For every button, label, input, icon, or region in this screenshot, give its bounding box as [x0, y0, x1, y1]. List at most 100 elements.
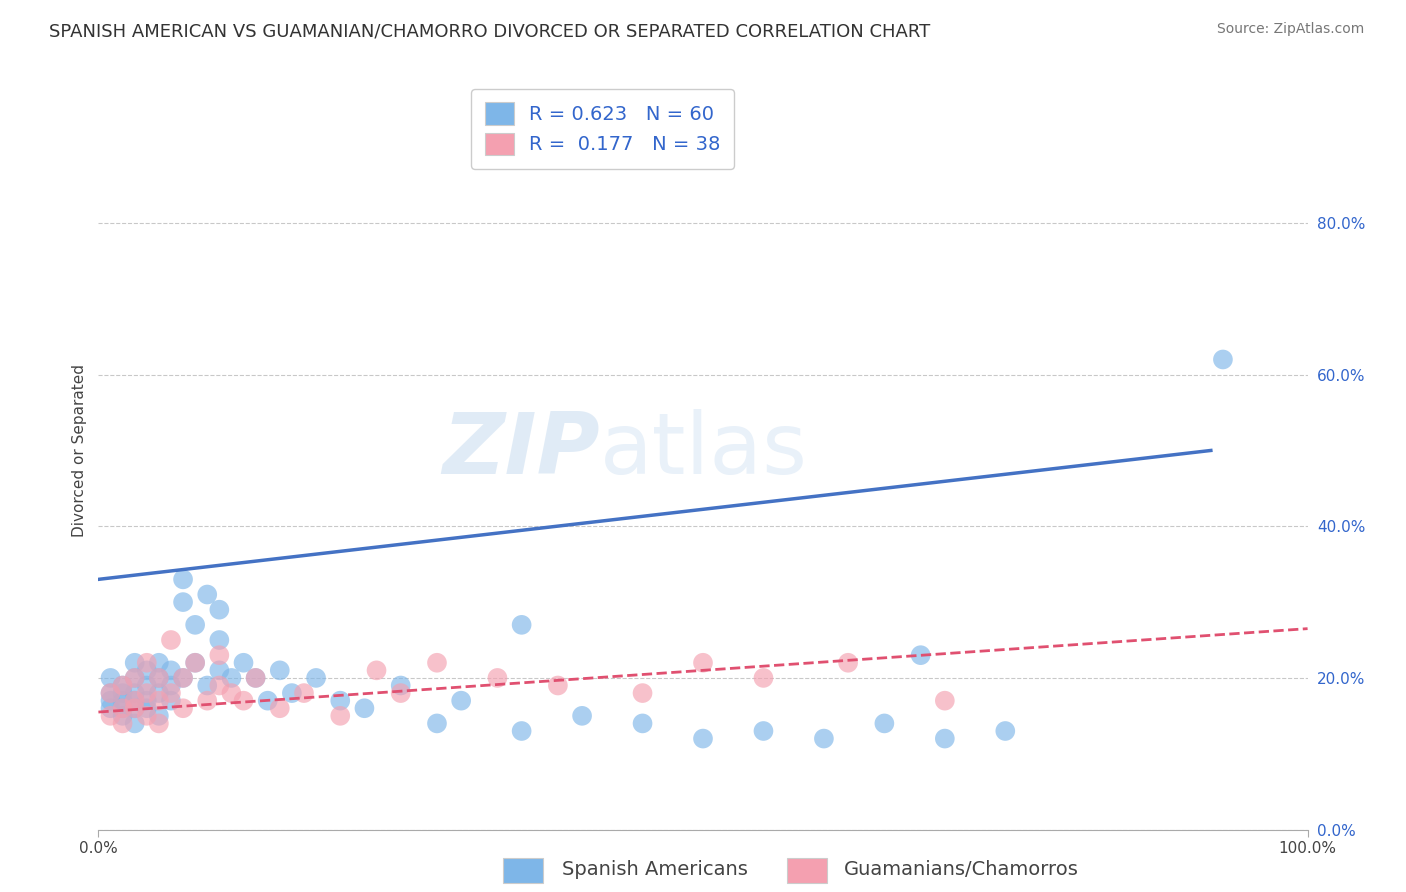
Point — [281, 686, 304, 700]
Point — [100, 686, 122, 700]
Point — [232, 656, 254, 670]
Point — [195, 678, 218, 692]
Point — [329, 708, 352, 723]
Point — [135, 656, 157, 670]
Point — [160, 633, 183, 648]
Point — [232, 694, 254, 708]
Point — [389, 686, 412, 700]
Point — [100, 708, 122, 723]
Point — [450, 694, 472, 708]
Point — [329, 694, 352, 708]
Text: Guamanians/Chamorros: Guamanians/Chamorros — [844, 860, 1078, 880]
Point — [208, 678, 231, 692]
Point — [813, 731, 835, 746]
Text: SPANISH AMERICAN VS GUAMANIAN/CHAMORRO DIVORCED OR SEPARATED CORRELATION CHART: SPANISH AMERICAN VS GUAMANIAN/CHAMORRO D… — [49, 22, 931, 40]
Point — [111, 678, 134, 692]
Point — [1212, 352, 1234, 367]
Point — [160, 694, 183, 708]
Text: Spanish Americans: Spanish Americans — [562, 860, 748, 880]
Point — [124, 716, 146, 731]
Point — [100, 701, 122, 715]
Point — [837, 656, 859, 670]
Point — [195, 694, 218, 708]
Point — [256, 694, 278, 708]
Point — [111, 716, 134, 731]
Point — [135, 701, 157, 715]
Point — [184, 656, 207, 670]
Point — [148, 694, 170, 708]
Point — [124, 671, 146, 685]
Point — [111, 701, 134, 715]
Point — [135, 664, 157, 678]
Point — [172, 671, 194, 685]
Point — [184, 617, 207, 632]
Text: ZIP: ZIP — [443, 409, 600, 492]
Point — [692, 731, 714, 746]
Point — [148, 671, 170, 685]
Point — [486, 671, 509, 685]
Point — [135, 708, 157, 723]
Point — [208, 664, 231, 678]
Point — [910, 648, 932, 662]
Text: Source: ZipAtlas.com: Source: ZipAtlas.com — [1216, 22, 1364, 37]
Point — [135, 678, 157, 692]
Point — [172, 595, 194, 609]
Y-axis label: Divorced or Separated: Divorced or Separated — [72, 364, 87, 537]
Point — [148, 708, 170, 723]
Point — [934, 694, 956, 708]
Point — [510, 617, 533, 632]
Point — [994, 724, 1017, 739]
Point — [305, 671, 328, 685]
Point — [111, 686, 134, 700]
Point — [571, 708, 593, 723]
Point — [111, 694, 134, 708]
Point — [752, 671, 775, 685]
Point — [124, 694, 146, 708]
Point — [111, 701, 134, 715]
Point — [353, 701, 375, 715]
Point — [124, 701, 146, 715]
Point — [124, 671, 146, 685]
Point — [692, 656, 714, 670]
Point — [245, 671, 267, 685]
Point — [124, 701, 146, 715]
Point — [135, 694, 157, 708]
Point — [208, 648, 231, 662]
Point — [100, 671, 122, 685]
Point — [160, 678, 183, 692]
Point — [124, 686, 146, 700]
Point — [124, 656, 146, 670]
Point — [148, 716, 170, 731]
Point — [221, 671, 243, 685]
Point — [208, 633, 231, 648]
Point — [873, 716, 896, 731]
Point — [426, 656, 449, 670]
Point — [111, 708, 134, 723]
Point — [426, 716, 449, 731]
Point — [631, 716, 654, 731]
Point — [172, 671, 194, 685]
Point — [292, 686, 315, 700]
Point — [389, 678, 412, 692]
Point — [221, 686, 243, 700]
Point — [269, 701, 291, 715]
Point — [160, 664, 183, 678]
Point — [366, 664, 388, 678]
Point — [135, 686, 157, 700]
Point — [148, 671, 170, 685]
Point — [934, 731, 956, 746]
Point — [124, 694, 146, 708]
Point — [752, 724, 775, 739]
Point — [510, 724, 533, 739]
Point — [172, 573, 194, 587]
Point — [100, 686, 122, 700]
Point — [160, 686, 183, 700]
Point — [208, 603, 231, 617]
Point — [195, 588, 218, 602]
Point — [269, 664, 291, 678]
Text: atlas: atlas — [600, 409, 808, 492]
Point — [148, 656, 170, 670]
Point — [111, 678, 134, 692]
Legend: R = 0.623   N = 60, R =  0.177   N = 38: R = 0.623 N = 60, R = 0.177 N = 38 — [471, 88, 734, 169]
Point — [184, 656, 207, 670]
